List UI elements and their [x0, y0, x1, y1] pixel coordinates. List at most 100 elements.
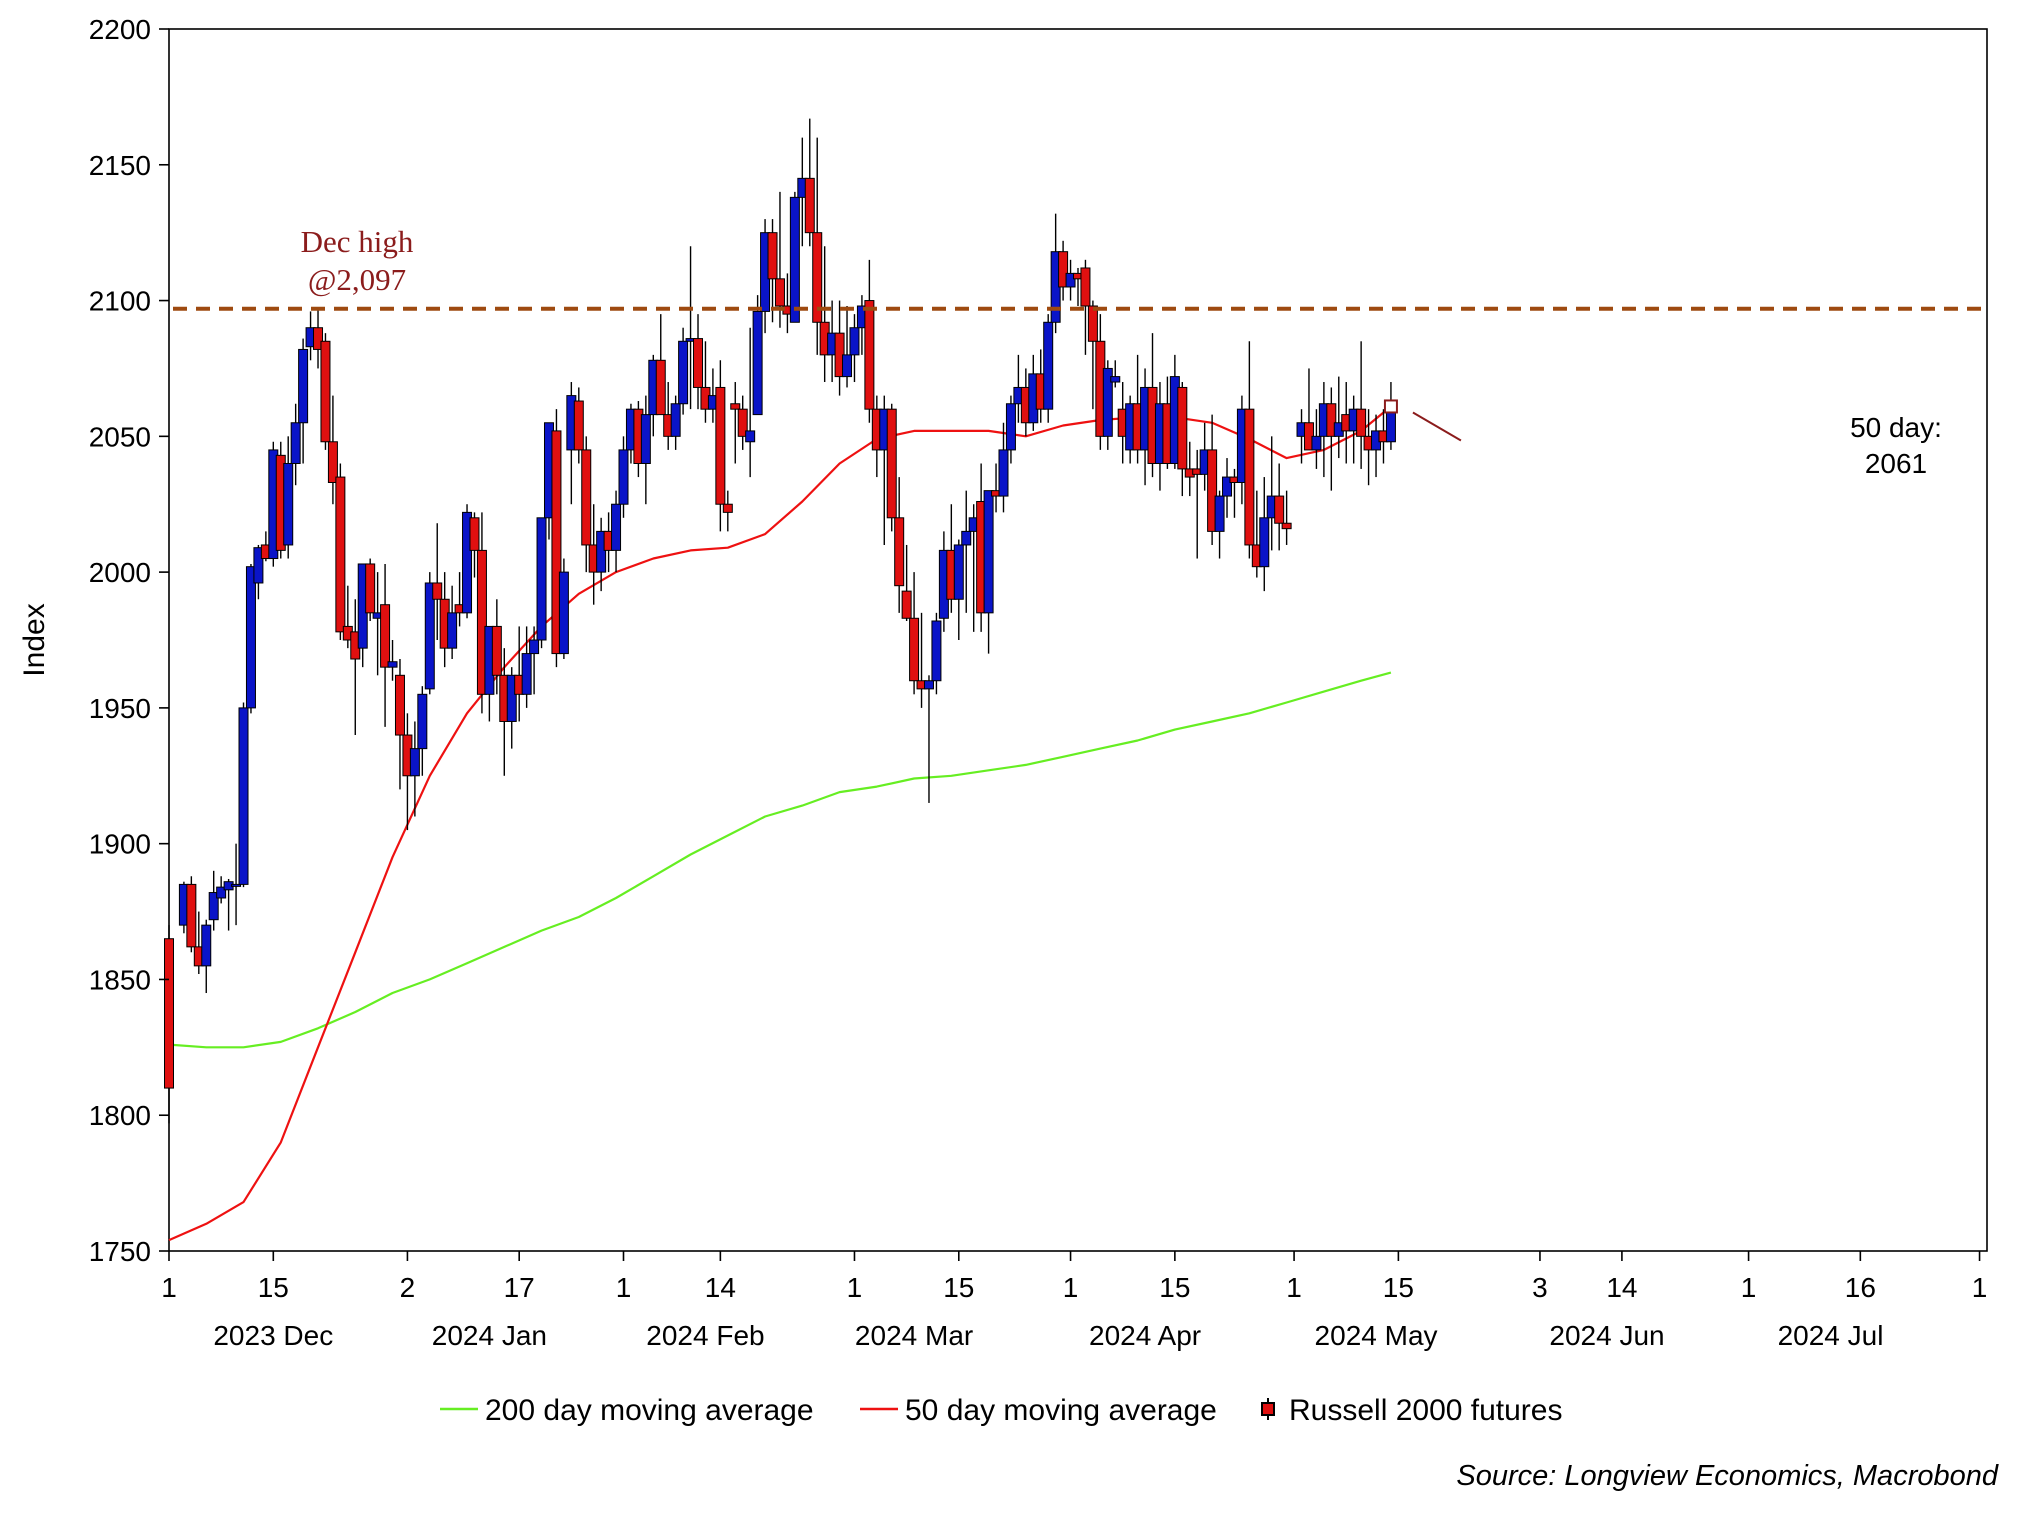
- candle-body: [1005, 403, 1016, 451]
- candle-down: [365, 558, 376, 621]
- candle-body: [231, 883, 242, 887]
- candle-body: [1065, 272, 1076, 288]
- legend: 200 day moving average 50 day moving ave…: [440, 1394, 1563, 1427]
- y-tick-label: 2200: [89, 14, 151, 45]
- candle-body: [551, 430, 562, 655]
- y-axis-title: Index: [18, 603, 51, 676]
- ma50-callout-leader: [1412, 411, 1462, 442]
- y-tick-label: 1850: [89, 964, 151, 995]
- y-tick-label: 1750: [89, 1236, 151, 1267]
- candle-body: [238, 707, 249, 885]
- candle-down: [551, 409, 562, 668]
- candle-down: [313, 308, 324, 369]
- legend-candle-body: [1261, 1402, 1275, 1416]
- candle-body: [767, 232, 778, 280]
- x-month-label: 2024 Feb: [646, 1320, 764, 1351]
- x-tick-label: 2: [400, 1272, 416, 1303]
- candle-up: [506, 667, 517, 749]
- candle-body: [909, 617, 920, 682]
- x-month-label: 2023 Dec: [213, 1320, 333, 1351]
- candle-up: [245, 563, 256, 714]
- candle-down: [909, 572, 920, 695]
- candle-body: [208, 892, 219, 921]
- candle-down: [693, 314, 704, 410]
- candle-up: [931, 612, 942, 695]
- candle-body: [1087, 305, 1098, 342]
- candle-body: [715, 386, 726, 505]
- candle-body: [1274, 495, 1285, 524]
- candle-down: [901, 544, 912, 621]
- candle-body: [394, 674, 405, 736]
- candle-body: [1385, 408, 1396, 443]
- x-tick-label: 1: [1063, 1272, 1079, 1303]
- x-tick-label: 3: [1532, 1272, 1548, 1303]
- y-tick-label: 2050: [89, 421, 151, 452]
- y-tick-label: 2100: [89, 286, 151, 317]
- candle-up: [640, 395, 651, 505]
- candle-body: [1311, 435, 1322, 451]
- candle-body: [1207, 449, 1218, 532]
- candle-body: [186, 883, 197, 948]
- candle-up: [409, 721, 420, 817]
- candle-up: [596, 517, 607, 592]
- candle-body: [655, 359, 666, 416]
- candle-up: [521, 626, 532, 708]
- candle-up: [201, 919, 212, 994]
- candle-body: [618, 449, 629, 505]
- candle-body: [1356, 408, 1367, 437]
- legend-russell-label: Russell 2000 futures: [1289, 1394, 1563, 1427]
- candle-up: [961, 490, 972, 613]
- candle-up: [253, 544, 264, 600]
- candle-down: [491, 599, 502, 695]
- candle-up: [745, 327, 756, 478]
- candle-body: [611, 503, 622, 551]
- candle-body: [894, 517, 905, 587]
- candle-down: [886, 403, 897, 532]
- candle-body: [693, 338, 704, 388]
- russell-2000-candles: [164, 118, 1396, 1124]
- candle-up: [231, 843, 242, 926]
- candle-up: [290, 403, 301, 486]
- x-tick-label: 1: [161, 1272, 177, 1303]
- candle-down: [1244, 341, 1255, 559]
- candle-down: [1058, 240, 1069, 301]
- x-tick-label: 15: [1159, 1272, 1190, 1303]
- x-tick-label: 14: [1606, 1272, 1637, 1303]
- candle-body: [327, 441, 338, 483]
- candle-up: [298, 338, 309, 464]
- candle-body: [521, 653, 532, 695]
- x-tick-label: 17: [504, 1272, 535, 1303]
- candle-up: [1102, 360, 1113, 450]
- ma50-callout-value: 2061: [1865, 448, 1927, 479]
- candle-body: [998, 449, 1009, 497]
- candle-body: [216, 886, 227, 899]
- ma50-callout: 50 day: 2061: [1383, 399, 1942, 479]
- candle-down: [1087, 300, 1098, 410]
- x-month-label: 2024 Jan: [432, 1320, 547, 1351]
- candle-body: [864, 300, 875, 410]
- candle-down: [469, 512, 480, 578]
- candle-up: [1110, 360, 1121, 388]
- candle-body: [409, 748, 420, 777]
- candle-up: [849, 314, 860, 383]
- candle-body: [752, 310, 763, 416]
- candle-down: [715, 360, 726, 532]
- candle-body: [432, 582, 443, 600]
- legend-candle-swatch: [1261, 1398, 1275, 1420]
- candle-up: [1311, 409, 1322, 469]
- candle-up: [923, 675, 934, 803]
- candle-body: [640, 414, 651, 464]
- candle-down: [327, 395, 338, 505]
- candle-up: [1005, 395, 1016, 464]
- candle-up: [283, 436, 294, 559]
- x-tick-label: 16: [1845, 1272, 1876, 1303]
- candle-body: [983, 490, 994, 614]
- plot-area: [164, 28, 1988, 1252]
- candle-down: [774, 191, 785, 328]
- candle-body: [842, 354, 853, 378]
- candle-up: [387, 640, 398, 681]
- candle-up: [1214, 490, 1225, 559]
- candle-up: [752, 295, 763, 416]
- candle-up: [1065, 259, 1076, 301]
- x-month-label: 2024 Mar: [855, 1320, 973, 1351]
